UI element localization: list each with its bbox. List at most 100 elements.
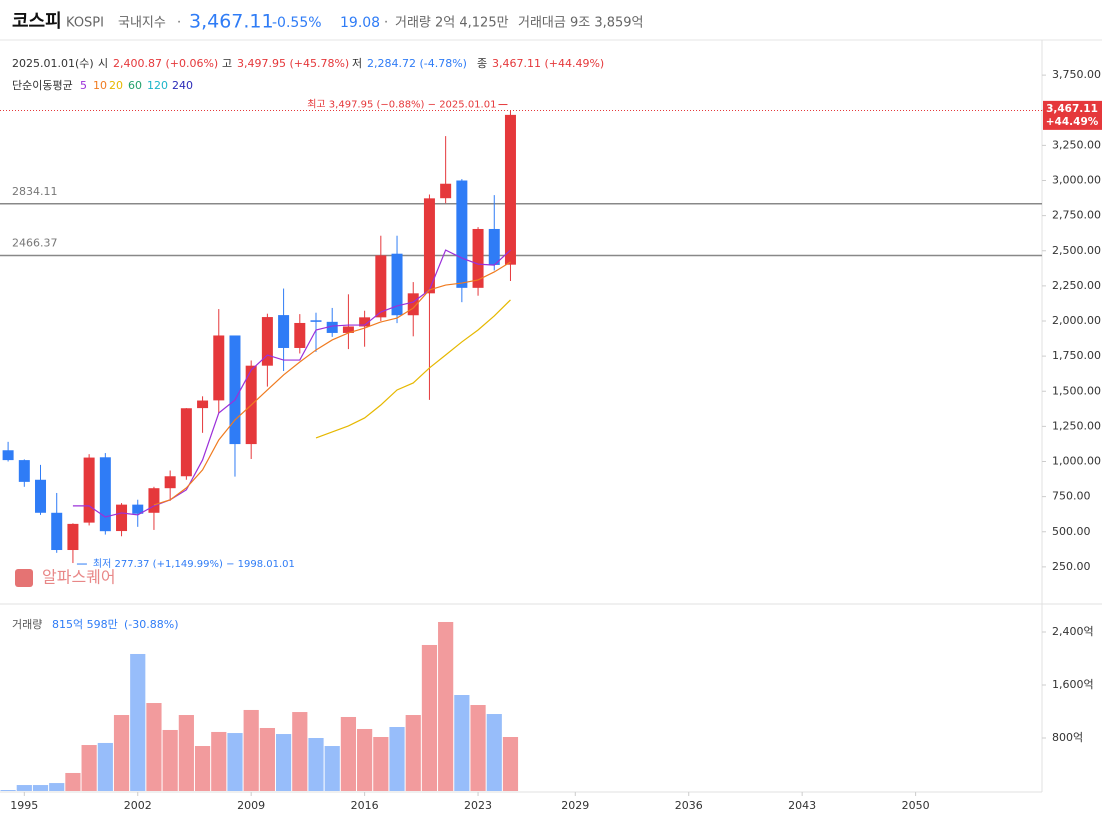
candle-body <box>472 228 484 288</box>
volume-bar <box>259 727 275 791</box>
ma-legend: 240 <box>172 79 193 92</box>
volume-bar <box>486 714 502 791</box>
x-tick-label: 2002 <box>124 799 152 812</box>
ohlc-label: 고 <box>222 57 232 70</box>
y-tick-label: 1,250.00 <box>1052 419 1101 432</box>
volume-bar <box>65 772 81 791</box>
reference-label: 2466.37 <box>12 236 58 249</box>
y-tick-label: 1,000.00 <box>1052 455 1101 468</box>
volume-bar <box>373 737 389 791</box>
candle-body <box>488 228 500 265</box>
y-tick-label: 2,000.00 <box>1052 314 1101 327</box>
volume-bar <box>146 703 162 791</box>
volume-bar <box>454 695 470 791</box>
volume-tick-label: 2,400억 <box>1052 625 1094 638</box>
candle-body <box>504 114 516 265</box>
candle-body <box>342 326 354 333</box>
volume-tick-label: 1,600억 <box>1052 678 1094 691</box>
volume-bar <box>130 653 146 791</box>
x-tick-label: 2023 <box>464 799 492 812</box>
volume-bar <box>32 785 49 791</box>
ohlc-value: 3,467.11 (+44.49%) <box>492 57 604 70</box>
volume-bar <box>97 742 113 791</box>
volume-bar <box>438 621 454 791</box>
ma-line <box>72 249 511 518</box>
candle-body <box>213 335 225 401</box>
ma-legend: 5 <box>80 79 87 92</box>
x-tick-label: 2009 <box>237 799 265 812</box>
volume-bar <box>16 785 32 791</box>
y-tick-label: 2,500.00 <box>1052 244 1101 257</box>
volume-bar <box>340 716 357 791</box>
volume: 거래량 2억 4,125만 <box>395 16 509 31</box>
candle-body <box>375 255 387 318</box>
reference-label: 2834.11 <box>12 185 58 198</box>
x-tick-label: 2043 <box>788 799 816 812</box>
volume-label: 거래량 <box>12 618 42 631</box>
candle-body <box>35 479 47 513</box>
price-tag <box>1043 100 1102 130</box>
volume-bar <box>470 705 486 791</box>
y-tick-label: 1,500.00 <box>1052 384 1101 397</box>
ma-legend: 60 <box>128 79 142 92</box>
candle-body <box>261 317 273 366</box>
ohlc-label: 종 <box>477 57 487 70</box>
separator: · <box>384 16 388 31</box>
candle-body <box>164 476 176 489</box>
y-tick-label: 3,250.00 <box>1052 138 1101 151</box>
index-code: KOSPI <box>66 16 104 31</box>
candle-body <box>407 293 419 316</box>
ma-line <box>315 299 511 439</box>
volume-bar <box>211 731 227 791</box>
volume-bar <box>162 729 178 791</box>
volume-bar <box>113 715 130 791</box>
x-tick-label: 2036 <box>675 799 703 812</box>
ma-line <box>153 261 511 506</box>
change: 19.08 <box>340 15 380 31</box>
volume-bar <box>81 745 97 791</box>
x-tick-label: 2029 <box>561 799 589 812</box>
candle-body <box>310 320 322 322</box>
volume-bar <box>292 712 308 791</box>
candle-body <box>51 512 63 551</box>
y-tick-label: 1,750.00 <box>1052 349 1101 362</box>
x-tick-label: 2050 <box>902 799 930 812</box>
price: 3,467.11 <box>189 11 274 33</box>
volume-bar <box>243 709 259 791</box>
ohlc-value: 2,400.87 (+0.06%) <box>113 57 218 70</box>
y-tick-label: 3,750.00 <box>1052 68 1101 81</box>
low-annotation: 최저 277.37 (+1,149.99%) − 1998.01.01 <box>93 558 295 570</box>
price-tag-price: 3,467.11 <box>1046 103 1098 115</box>
volume-bar <box>178 715 194 791</box>
volume-tick-label: 800억 <box>1052 731 1083 744</box>
candle-body <box>294 322 306 348</box>
volume-change: (-30.88%) <box>124 618 179 631</box>
separator: · <box>177 16 181 31</box>
volume-bar <box>0 790 16 791</box>
y-tick-label: 250.00 <box>1052 560 1091 573</box>
y-tick-label: 2,250.00 <box>1052 279 1101 292</box>
ma-legend: 20 <box>109 79 123 92</box>
volume-bar <box>357 728 373 791</box>
market: 국내지수 <box>118 16 166 31</box>
volume-bar <box>405 715 421 791</box>
candle-body <box>391 253 403 316</box>
volume-bar <box>49 783 65 791</box>
x-tick-label: 1995 <box>10 799 38 812</box>
candle-body <box>67 523 79 551</box>
ma-legend: 10 <box>93 79 107 92</box>
index-name: 코스피 <box>12 11 62 32</box>
change-pct: -0.55% <box>272 15 322 31</box>
candle-body <box>326 321 338 333</box>
volume-bar <box>194 746 211 791</box>
y-tick-label: 500.00 <box>1052 525 1091 538</box>
volume-bar <box>308 738 324 791</box>
candle-body <box>229 335 241 445</box>
volume-bar <box>324 746 340 791</box>
high-annotation: 최고 3,497.95 (−0.88%) − 2025.01.01 <box>307 99 496 111</box>
candle-body <box>359 317 371 327</box>
ma-legend: 120 <box>147 79 168 92</box>
ohlc-value: 3,497.95 (+45.78%) <box>237 57 349 70</box>
watermark: 알파스퀘어 <box>42 568 116 587</box>
